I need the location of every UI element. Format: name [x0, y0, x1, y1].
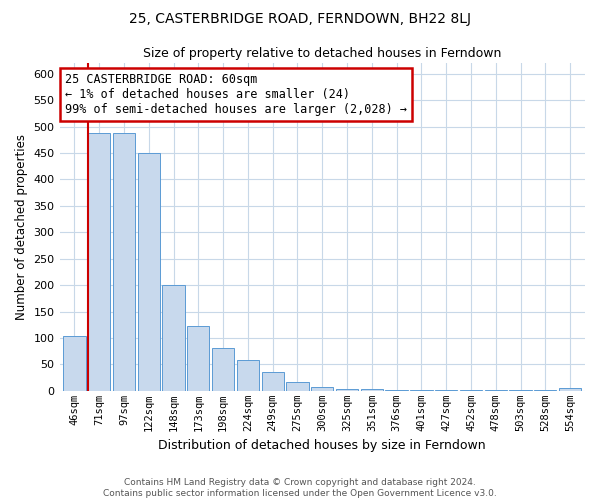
Text: 25, CASTERBRIDGE ROAD, FERNDOWN, BH22 8LJ: 25, CASTERBRIDGE ROAD, FERNDOWN, BH22 8L… [129, 12, 471, 26]
Bar [113, 134, 135, 391]
Y-axis label: Number of detached properties: Number of detached properties [15, 134, 28, 320]
Bar [385, 390, 408, 391]
Bar [311, 386, 334, 391]
Bar [63, 336, 86, 391]
Bar [286, 382, 308, 391]
Bar [237, 360, 259, 391]
Bar [410, 390, 433, 391]
X-axis label: Distribution of detached houses by size in Ferndown: Distribution of detached houses by size … [158, 440, 486, 452]
Bar [460, 390, 482, 391]
Bar [509, 390, 532, 391]
Text: 25 CASTERBRIDGE ROAD: 60sqm
← 1% of detached houses are smaller (24)
99% of semi: 25 CASTERBRIDGE ROAD: 60sqm ← 1% of deta… [65, 73, 407, 116]
Bar [534, 390, 556, 391]
Bar [187, 326, 209, 391]
Bar [163, 285, 185, 391]
Bar [88, 134, 110, 391]
Bar [485, 390, 507, 391]
Title: Size of property relative to detached houses in Ferndown: Size of property relative to detached ho… [143, 48, 502, 60]
Bar [361, 390, 383, 391]
Bar [262, 372, 284, 391]
Bar [212, 348, 234, 391]
Bar [559, 388, 581, 391]
Bar [336, 389, 358, 391]
Bar [435, 390, 457, 391]
Bar [137, 153, 160, 391]
Text: Contains HM Land Registry data © Crown copyright and database right 2024.
Contai: Contains HM Land Registry data © Crown c… [103, 478, 497, 498]
